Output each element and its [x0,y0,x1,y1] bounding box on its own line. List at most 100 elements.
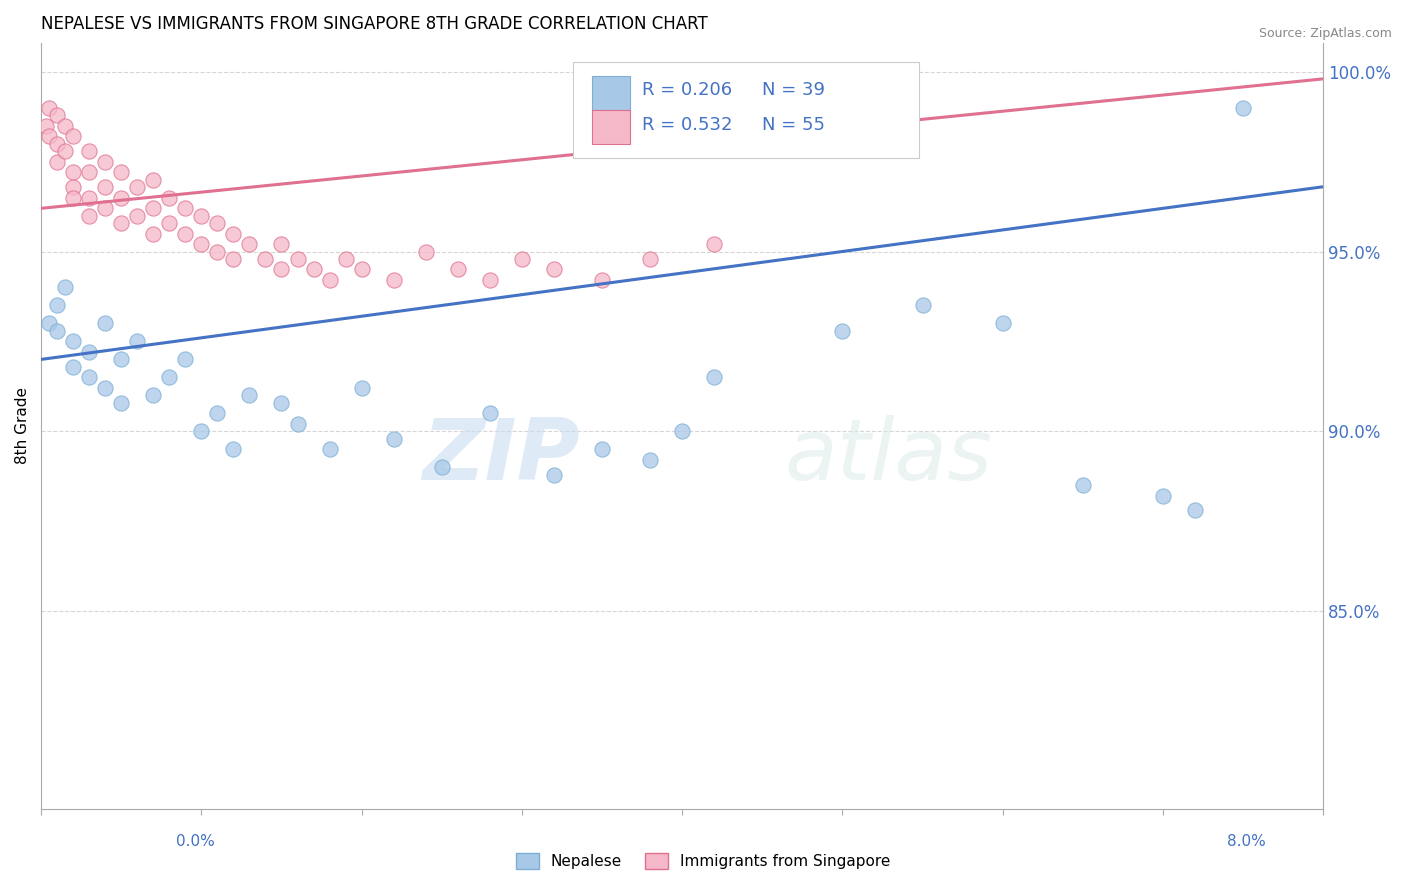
Point [382,432,405,446]
Point [62,190,84,204]
Point [157,216,180,230]
Point [127,179,149,194]
Point [207,244,229,259]
Legend: Nepalese, Immigrants from Singapore: Nepalese, Immigrants from Singapore [509,847,897,875]
Point [157,370,180,384]
Point [1071,478,1094,492]
Point [62,165,84,179]
Point [671,425,693,439]
FancyBboxPatch shape [574,62,920,158]
Point [254,252,277,266]
Text: Source: ZipAtlas.com: Source: ZipAtlas.com [1258,27,1392,40]
Point [38,129,60,144]
Point [638,252,661,266]
Point [591,273,613,287]
Text: ZIP: ZIP [422,415,579,498]
Text: N = 39: N = 39 [762,81,824,99]
Point [222,442,245,457]
Point [318,273,340,287]
Text: R = 0.532: R = 0.532 [643,116,733,134]
Point [318,442,340,457]
Point [94,179,117,194]
Point [510,252,533,266]
Point [478,273,501,287]
Point [478,406,501,420]
Point [638,453,661,467]
Point [430,460,453,475]
Point [46,324,69,338]
Point [447,262,470,277]
Point [142,172,165,186]
Point [335,252,357,266]
Point [110,395,132,409]
Text: 8.0%: 8.0% [1226,834,1265,849]
Text: NEPALESE VS IMMIGRANTS FROM SINGAPORE 8TH GRADE CORRELATION CHART: NEPALESE VS IMMIGRANTS FROM SINGAPORE 8T… [41,15,707,33]
FancyBboxPatch shape [592,111,630,144]
Point [62,334,84,349]
Point [142,227,165,241]
Point [287,252,309,266]
Point [238,388,260,402]
Point [127,209,149,223]
Point [53,119,76,133]
Point [142,388,165,402]
Point [350,262,373,277]
Point [991,317,1014,331]
Point [174,202,197,216]
Point [77,209,100,223]
Point [174,352,197,367]
Point [543,262,565,277]
Point [190,209,212,223]
Point [77,165,100,179]
Point [190,237,212,252]
Point [46,108,69,122]
Point [46,154,69,169]
Point [382,273,405,287]
Point [127,334,149,349]
FancyBboxPatch shape [592,76,630,110]
Point [222,252,245,266]
Point [270,395,292,409]
Point [94,154,117,169]
Point [703,237,725,252]
Point [46,298,69,312]
Point [53,144,76,158]
Text: R = 0.206: R = 0.206 [643,81,733,99]
Point [110,190,132,204]
Text: 0.0%: 0.0% [176,834,215,849]
Point [110,165,132,179]
Point [35,119,58,133]
Point [77,345,100,359]
Point [1232,101,1254,115]
Point [174,227,197,241]
Point [94,317,117,331]
Point [1152,489,1174,503]
Point [62,359,84,374]
Point [38,317,60,331]
Point [53,280,76,294]
Point [1184,503,1206,517]
Point [94,202,117,216]
Point [190,425,212,439]
Point [110,352,132,367]
Point [46,136,69,151]
Point [591,442,613,457]
Point [911,298,934,312]
Point [62,129,84,144]
Point [110,216,132,230]
Point [831,324,853,338]
Point [77,190,100,204]
Point [302,262,325,277]
Text: atlas: atlas [785,415,993,498]
Point [238,237,260,252]
Point [415,244,437,259]
Point [350,381,373,395]
Point [222,227,245,241]
Point [287,417,309,432]
Point [62,179,84,194]
Point [77,144,100,158]
Point [38,101,60,115]
Point [207,216,229,230]
Point [157,190,180,204]
Point [270,237,292,252]
